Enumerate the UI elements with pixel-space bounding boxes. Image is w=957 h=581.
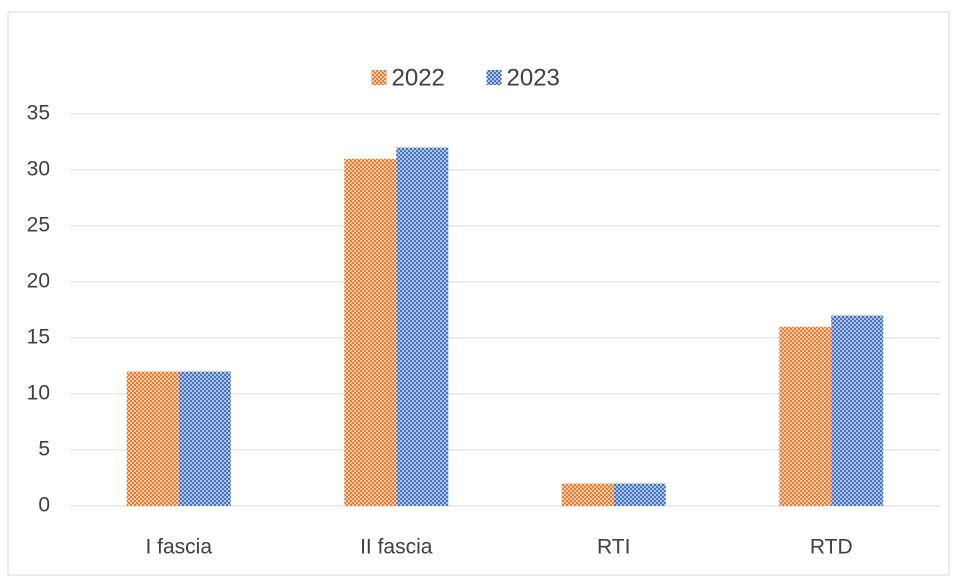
bar [178,371,231,506]
bar [831,315,884,506]
bar [613,483,666,506]
y-tick-label: 5 [38,438,50,461]
y-tick-label: 35 [27,102,50,125]
x-tick-label: II fascia [360,536,433,559]
legend-swatch [371,70,387,85]
x-tick-label: I fascia [145,536,212,559]
legend-label: 2023 [507,64,560,91]
legend-swatch [486,70,502,85]
x-tick-label: RTD [810,536,853,559]
legend-label: 2022 [392,64,445,91]
bar [396,147,449,506]
y-tick-label: 0 [38,494,50,517]
bar [561,483,614,506]
bar [344,158,397,507]
y-tick-label: 30 [27,158,50,181]
y-tick-label: 25 [27,214,50,237]
x-tick-label: RTI [597,536,630,559]
y-tick-label: 20 [27,270,50,293]
bar [779,326,832,506]
bar [126,371,179,506]
y-tick-label: 15 [27,326,50,349]
y-tick-label: 10 [27,382,50,405]
